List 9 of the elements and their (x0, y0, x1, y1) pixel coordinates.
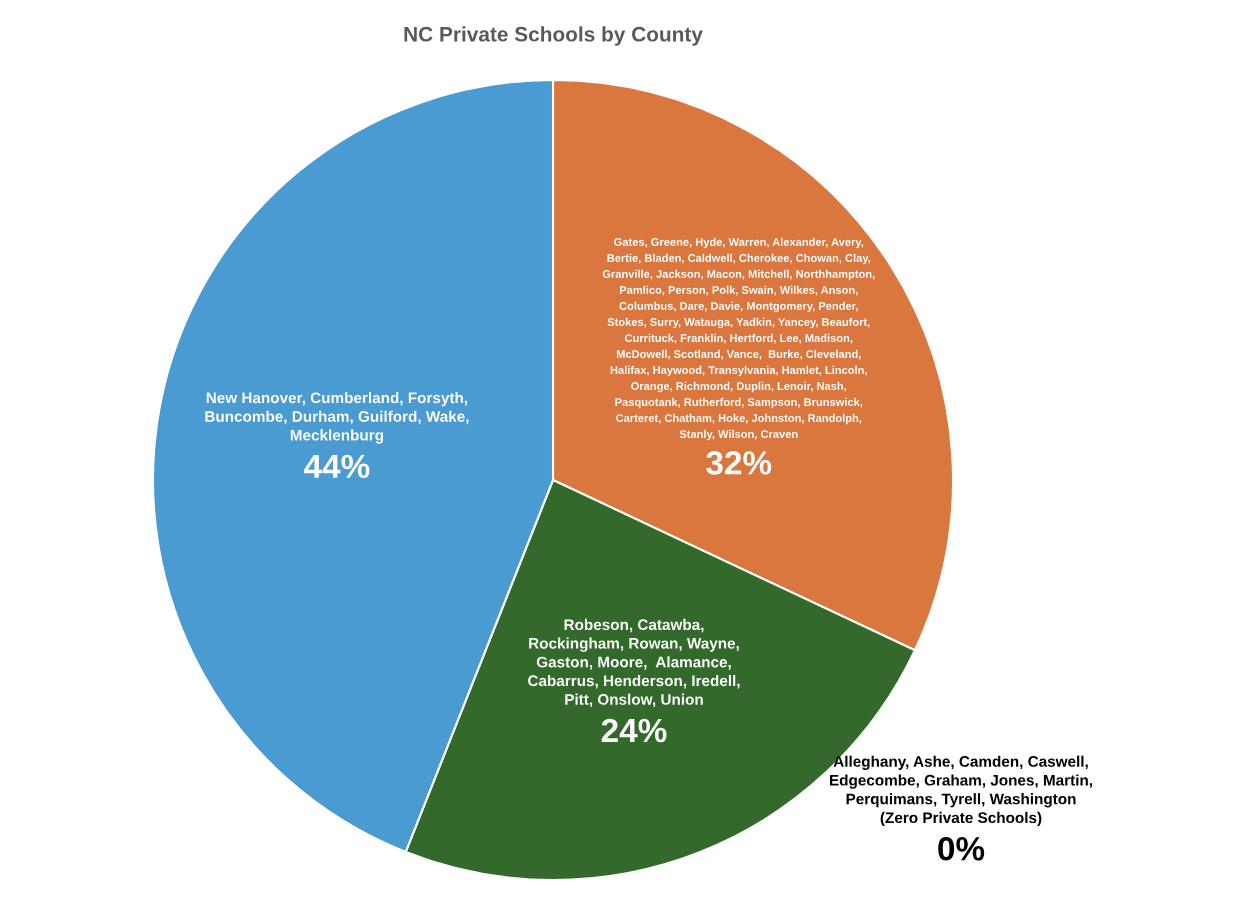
data-label: 44% (304, 454, 370, 479)
category-label: Alleghany, Ashe, Camden, Caswell, Edgecombe, Graham, Jones, Martin, Perquimans, Tyrell, Washington (Zero Private Schools) (830, 755, 1092, 827)
category-label: Gates, Greene, Hyde, Warren, Alexander, Avery, Bertie, Bladen, Caldwell, Cherokee, Chowan, Clay, Granville, Jackson, Macon, Mitchell, Northhampton, Pamlico, Person, Polk, Swain, Wilkes, Anson, Columbus, Dare, Davie, Montgomery, Pender, Stokes, Surry, Watauga, Yadkin, Yancey, Beaufort, Currituck, Franklin, Hertford, Lee, Madison, McDowell, Scotland, Vance, Burke, Cleveland, Halifax, Haywood, Transylvania, Hamlet, Lincoln, Orange, Richmond, Duplin, Lenoir, Nash, Pasquotank, Rutherford, Sampson, Brunswick, Carteret, Chatham, Hoke, Johnston, Randolph, Stanly, Wilson, Craven (602, 237, 875, 441)
data-label: 24% (601, 718, 667, 743)
slice-label: New Hanover, Cumberland, Forsyth, Buncombe, Durham, Guilford, Wake, Mecklenburg (205, 392, 469, 444)
slice-label: Robeson, Catawba, Rockingham, Rowan, Wayne, Gaston, Moore, Alamance, Cabarrus, Henderson, Iredell, Pitt, Onslow, Union (528, 618, 740, 708)
text: 0% (938, 836, 985, 861)
data-label: 32% (706, 451, 772, 475)
chart-title: NC Private Schools by County (404, 26, 703, 46)
